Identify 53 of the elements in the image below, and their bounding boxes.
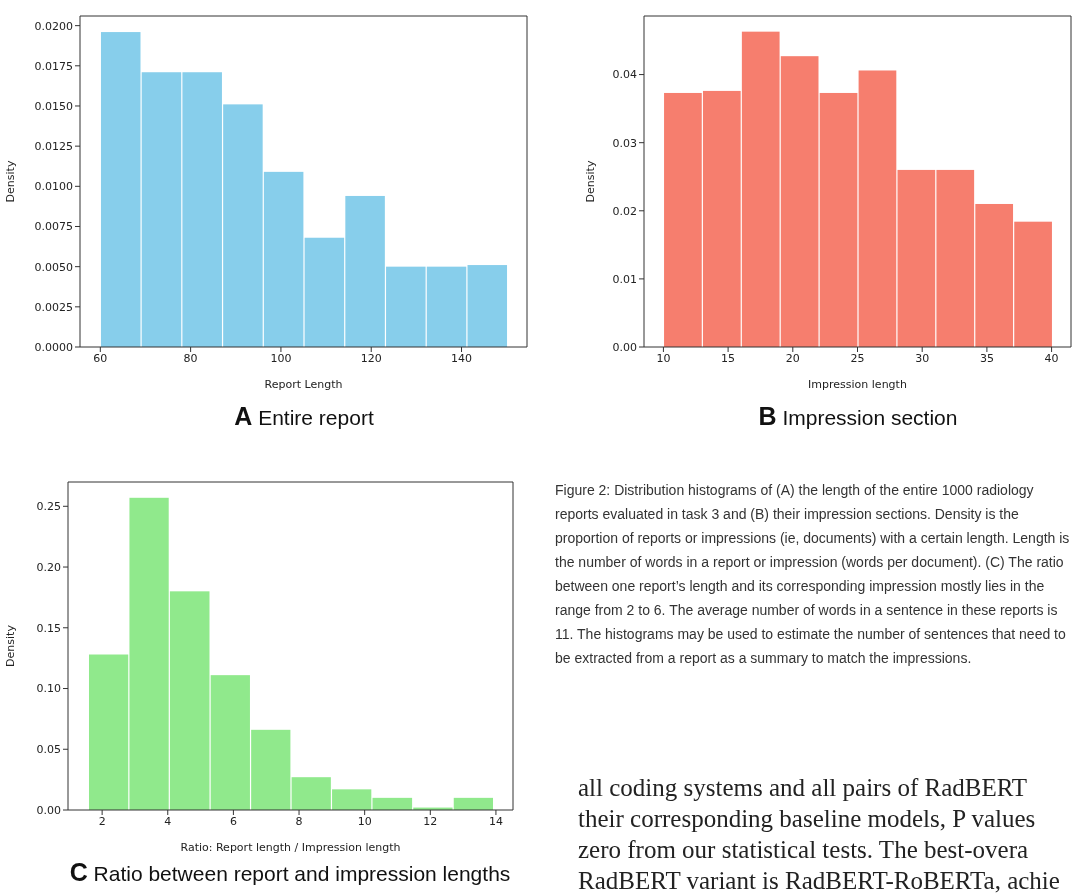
y-tick-label: 0.0175	[34, 59, 73, 73]
y-tick-label: 0.20	[36, 560, 61, 574]
y-tick-label: 0.15	[36, 621, 61, 635]
y-tick-label: 0.0125	[34, 140, 73, 154]
x-tick-label: 100	[270, 351, 292, 365]
y-tick-label: 0.00	[612, 340, 637, 354]
x-tick-label: 20	[785, 351, 800, 365]
text: RadBERT variant is RadBERT-RoBERTa, achie	[578, 866, 1061, 894]
y-tick-label: 0.0075	[34, 220, 73, 234]
y-axis-title: Density	[3, 624, 17, 667]
x-tick-label: 8	[295, 814, 303, 828]
x-axis-title: Impression length	[808, 378, 907, 391]
x-tick-label: 14	[488, 814, 503, 828]
x-tick-label: 40	[1044, 351, 1059, 365]
y-tick-label: 0.10	[36, 682, 61, 696]
x-tick-label: 80	[183, 351, 198, 365]
x-axis-title: Ratio: Report length / Impression length	[180, 841, 401, 854]
y-tick-label: 0.0150	[34, 99, 73, 113]
y-tick-label: 0.0050	[34, 260, 73, 274]
y-tick-label: 0.04	[612, 68, 637, 82]
y-tick-label: 0.25	[36, 500, 61, 514]
y-tick-label: 0.0100	[34, 180, 73, 194]
y-axis-title: Density	[3, 160, 17, 203]
y-tick-label: 0.0025	[34, 300, 73, 314]
x-tick-label: 60	[93, 351, 108, 365]
y-tick-label: 0.02	[612, 204, 637, 218]
x-tick-label: 2	[98, 814, 106, 828]
y-tick-label: 0.01	[612, 272, 637, 286]
x-tick-label: 15	[721, 351, 736, 365]
x-tick-label: 10	[656, 351, 671, 365]
text: B Impression section	[757, 402, 959, 431]
y-tick-label: 0.0200	[34, 19, 73, 33]
y-tick-label: 0.00	[36, 803, 61, 817]
text: zero from our statistical tests. The best-overa	[578, 835, 1030, 865]
text: A Entire report	[233, 402, 375, 431]
x-tick-label: 140	[451, 351, 473, 365]
text: all coding systems and all pairs of RadBERT	[578, 773, 1029, 803]
x-tick-label: 6	[229, 814, 237, 828]
y-tick-label: 0.05	[36, 743, 61, 757]
y-tick-label: 0.03	[612, 136, 637, 150]
x-tick-label: 35	[979, 351, 994, 365]
text: C Ratio between report and impression lengths	[69, 858, 511, 886]
x-tick-label: 30	[915, 351, 930, 365]
y-tick-label: 0.0000	[34, 340, 73, 354]
caption: Figure 2: Distribution histograms of (A) the length of the entire 1000 radiology reports evaluated in task 3 and (B) their impression sections. Density is the proportion of reports or impressions (ie, documents) with a certain length. Length is the number of words in a report or impression (words per document). (C) The ratio between one report’s length and its corresponding impression mostly lies in the range from 2 to 6. The average number of words in a sentence in these reports is 11. The histograms may be used to estimate the number of sentences that need to be extracted from a report as a summary to match the impressions.	[555, 481, 1070, 668]
x-tick-label: 4	[164, 814, 172, 828]
x-tick-label: 10	[357, 814, 372, 828]
x-tick-label: 12	[423, 814, 438, 828]
x-tick-label: 25	[850, 351, 865, 365]
y-axis-title: Density	[583, 160, 597, 203]
x-tick-label: 120	[360, 351, 382, 365]
text: their corresponding baseline models, P values	[578, 804, 1037, 834]
x-axis-title: Report Length	[264, 378, 343, 391]
